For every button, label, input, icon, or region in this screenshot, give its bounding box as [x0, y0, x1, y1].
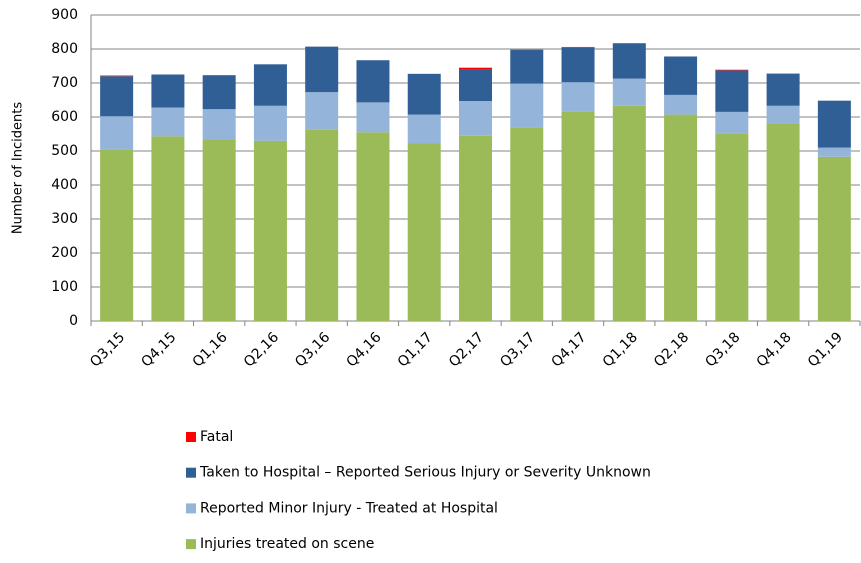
bar-segment — [253, 140, 287, 321]
x-tick-label: Q3,18 — [702, 329, 743, 370]
x-tick-label: Q2,18 — [651, 329, 692, 370]
bar-segment — [459, 67, 492, 70]
y-tick-label: 900 — [51, 7, 78, 23]
bar-segment — [561, 111, 595, 321]
bar-segment — [664, 114, 698, 322]
bar-segment — [766, 105, 800, 124]
legend-swatch — [186, 539, 196, 550]
bar-segment — [356, 60, 390, 103]
bar-segment — [151, 107, 185, 137]
bar-segment — [715, 69, 749, 71]
bar-segment — [407, 73, 441, 115]
y-tick-label: 700 — [51, 75, 78, 91]
x-tick-label: Q4,18 — [754, 329, 795, 370]
bar-segment — [407, 114, 441, 144]
x-tick-label: Q4,16 — [343, 329, 384, 370]
bar-segment — [817, 100, 851, 148]
bar-segment — [407, 143, 441, 321]
bar-segment — [612, 78, 646, 106]
legend-label: Reported Minor Injury - Treated at Hospi… — [200, 500, 498, 516]
legend-label: Taken to Hospital – Reported Serious Inj… — [199, 465, 651, 481]
y-tick-label: 100 — [51, 279, 78, 295]
bar-segment — [100, 75, 134, 77]
bar-segment — [459, 135, 492, 321]
bar-segment — [510, 127, 544, 321]
bar-segment — [715, 111, 749, 134]
bar-segment — [766, 73, 800, 106]
bar-segment — [305, 46, 339, 93]
legend-swatch — [186, 467, 196, 478]
legend-label: Fatal — [200, 429, 233, 445]
x-tick-label: Q1,18 — [600, 329, 641, 370]
y-tick-label: 300 — [51, 211, 78, 227]
bar-segment — [253, 64, 287, 106]
bar-segment — [715, 133, 749, 321]
x-tick-label: Q3,15 — [87, 329, 128, 370]
y-tick-label: 400 — [51, 177, 78, 193]
x-tick-label: Q2,16 — [241, 329, 282, 370]
x-tick-label: Q3,16 — [292, 329, 333, 370]
y-tick-label: 500 — [51, 143, 78, 159]
bar-segment — [202, 109, 236, 140]
bar-segment — [664, 56, 698, 95]
bar-segment — [510, 83, 544, 128]
bar-segment — [151, 136, 185, 321]
bar-segment — [664, 94, 698, 115]
legend-label: Injuries treated on scene — [200, 536, 374, 552]
bar-segment — [305, 92, 339, 130]
bar-segment — [356, 102, 390, 133]
x-tick-label: Q4,15 — [138, 329, 179, 370]
x-tick-label: Q3,17 — [497, 329, 538, 370]
bar-segment — [817, 147, 851, 157]
x-tick-label: Q1,19 — [805, 329, 846, 370]
bar-segment — [151, 74, 185, 108]
bar-segment — [766, 123, 800, 322]
bar-segment — [715, 70, 749, 112]
y-tick-label: 600 — [51, 109, 78, 125]
bar-segment — [305, 129, 339, 321]
y-axis-title: Number of Incidents — [11, 102, 26, 234]
y-tick-label: 200 — [51, 245, 78, 261]
legend-swatch — [186, 503, 196, 514]
bar-segment — [253, 105, 287, 141]
bar-segment — [561, 47, 595, 83]
bar-segment — [510, 50, 544, 84]
y-tick-label: 800 — [51, 41, 78, 57]
y-tick-label: 0 — [69, 313, 78, 329]
bar-segment — [202, 139, 236, 321]
x-tick-label: Q4,17 — [549, 329, 590, 370]
bar-segment — [612, 43, 646, 79]
x-tick-label: Q2,17 — [446, 329, 487, 370]
bar-segment — [612, 105, 646, 321]
bar-segment — [100, 149, 134, 321]
bar-segment — [459, 69, 492, 102]
bar-segment — [202, 75, 236, 110]
x-tick-label: Q1,16 — [190, 329, 231, 370]
bar-segment — [100, 116, 134, 150]
bar-segment — [356, 132, 390, 321]
legend-swatch — [186, 432, 196, 442]
bar-segment — [100, 76, 134, 117]
bar-segment — [817, 156, 851, 321]
bar-segment — [561, 82, 595, 112]
x-tick-label: Q1,17 — [395, 329, 436, 370]
bar-segment — [459, 101, 492, 136]
